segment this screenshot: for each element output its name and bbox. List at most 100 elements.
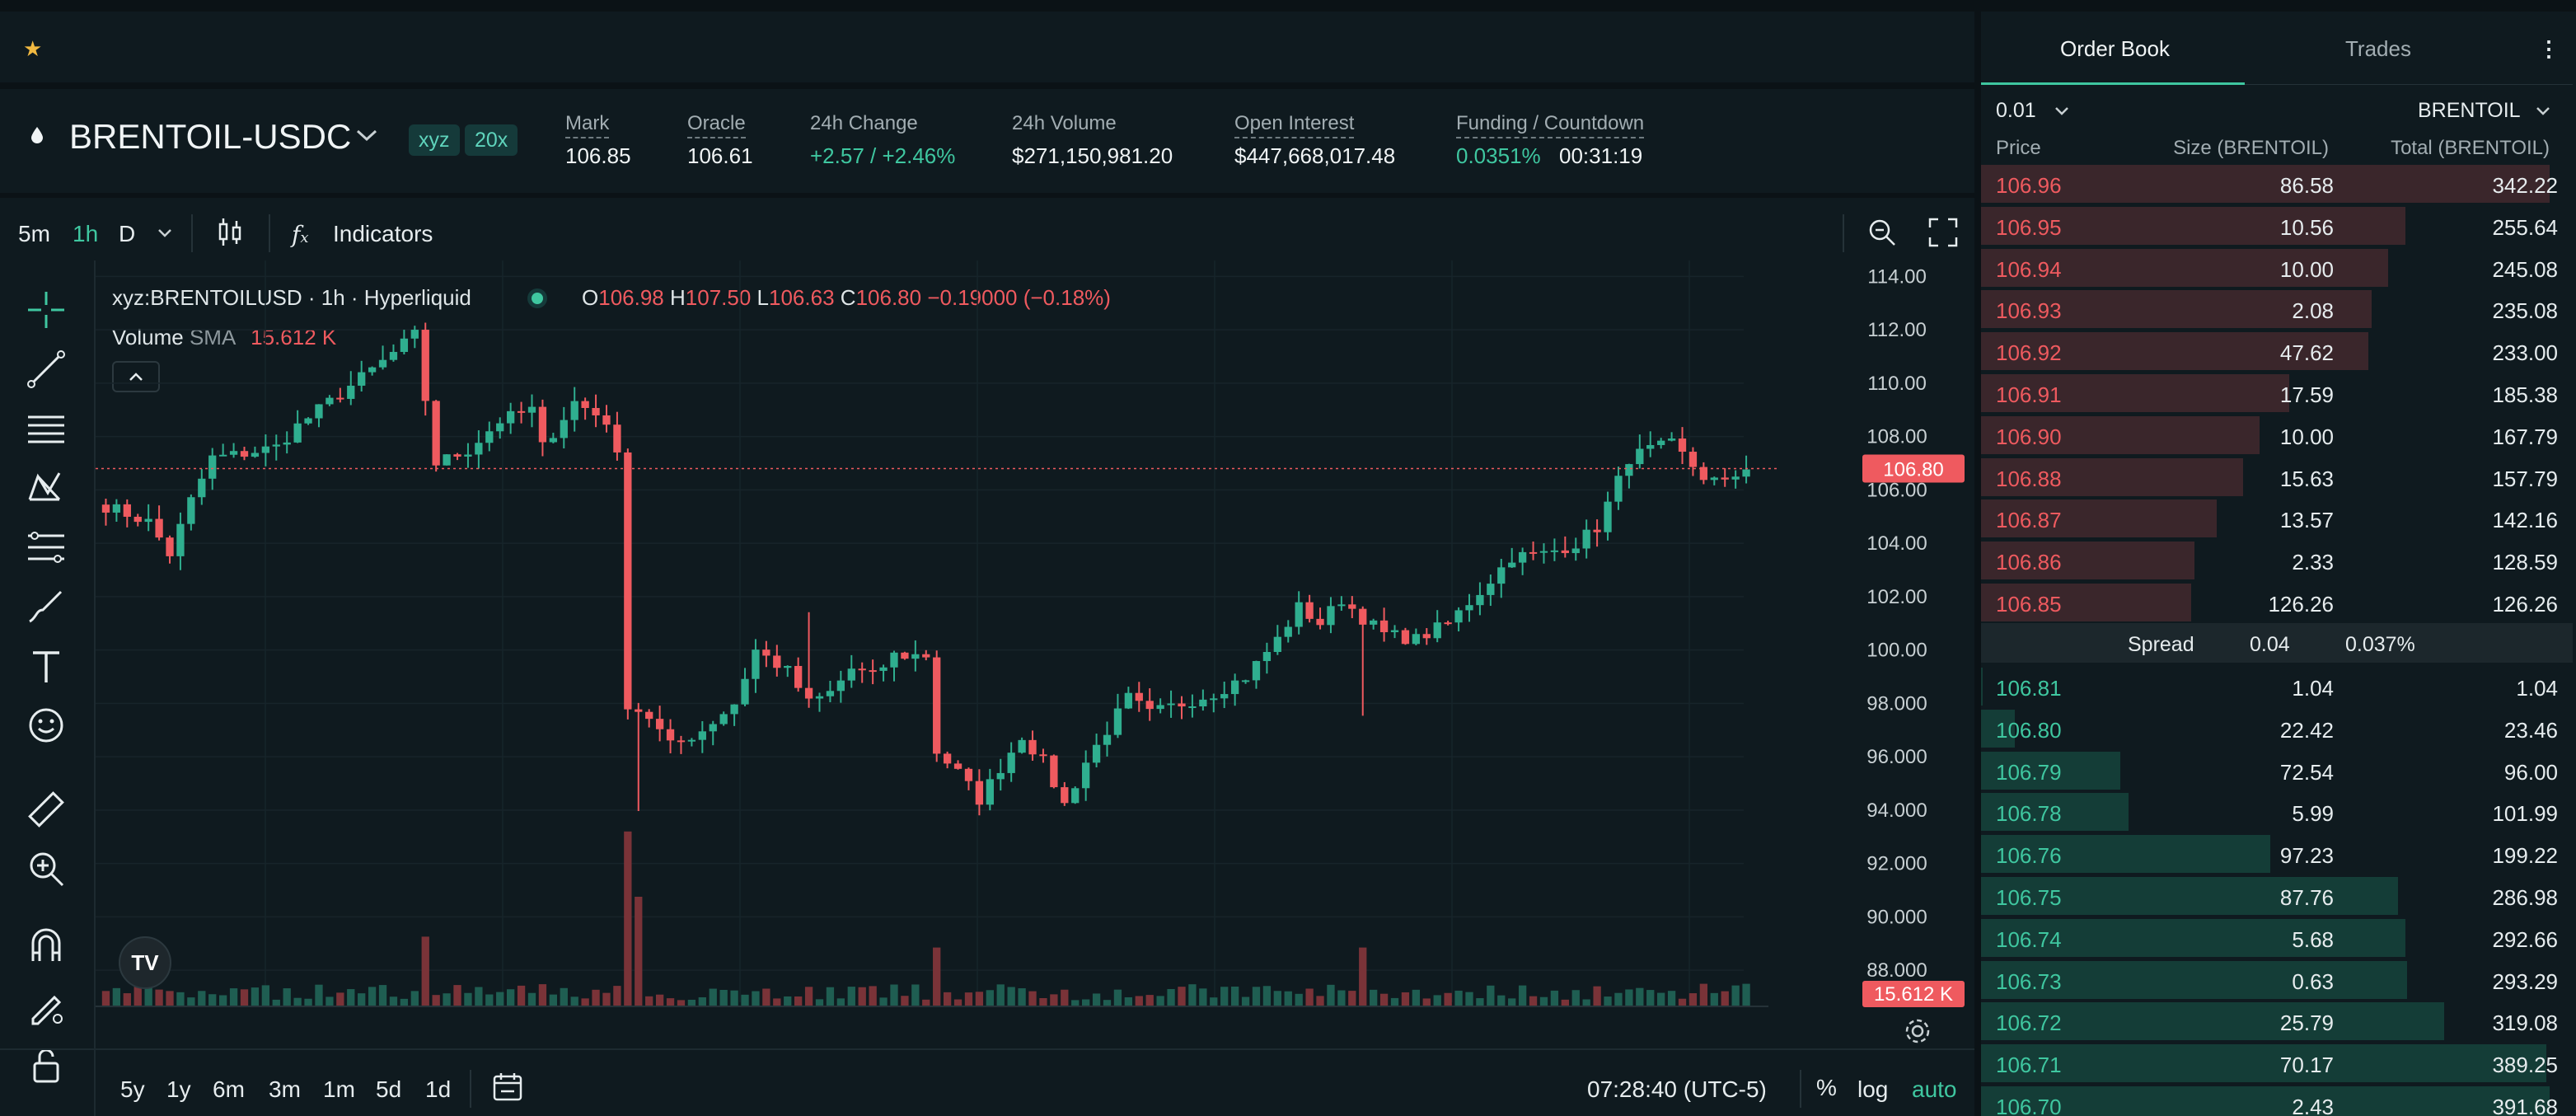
chevron-down-icon[interactable] bbox=[354, 127, 379, 143]
lock-drawing-icon[interactable] bbox=[25, 984, 68, 1027]
tab-order-book[interactable]: Order Book bbox=[2060, 36, 2170, 61]
interval-chevron-icon[interactable] bbox=[157, 227, 173, 239]
tick-chevron-icon[interactable] bbox=[2054, 106, 2070, 117]
asset-chevron-icon[interactable] bbox=[2535, 106, 2551, 117]
volume-bar bbox=[996, 984, 1005, 1006]
volume-bar bbox=[1433, 995, 1441, 1006]
bid-row[interactable]: 106.78 5.99 101.99 bbox=[1981, 791, 2573, 832]
volume-bar bbox=[602, 992, 611, 1006]
range-1d[interactable]: 1d bbox=[425, 1076, 452, 1102]
ask-size: 2.08 bbox=[2292, 298, 2334, 324]
clock[interactable]: 07:28:40 (UTC-5) bbox=[1587, 1076, 1767, 1102]
auto-scale-toggle[interactable]: auto bbox=[1912, 1076, 1957, 1102]
pair-selector[interactable]: BRENTOIL-USDC bbox=[69, 117, 352, 156]
price-axis[interactable]: 114.00 112.00 110.00 108.00 106.00 104.00 102.… bbox=[1866, 265, 1927, 982]
candle-body bbox=[251, 452, 260, 457]
ask-size: 10.00 bbox=[2279, 424, 2334, 449]
interval-1h[interactable]: 1h bbox=[73, 221, 99, 246]
range-1y[interactable]: 1y bbox=[166, 1076, 191, 1102]
candle-body bbox=[666, 729, 675, 741]
bid-row[interactable]: 106.76 97.23 199.22 bbox=[1981, 833, 2573, 875]
volume-bar bbox=[1167, 988, 1175, 1006]
stat-label-mark[interactable]: Mark bbox=[565, 112, 610, 138]
ruler-icon[interactable] bbox=[25, 788, 68, 831]
interval-d[interactable]: D bbox=[119, 221, 136, 246]
volume-bar bbox=[410, 991, 419, 1006]
candle-type-icon[interactable] bbox=[216, 216, 244, 249]
asset-unit-select[interactable]: BRENTOIL bbox=[2418, 99, 2521, 123]
bid-row[interactable]: 106.74 5.68 292.66 bbox=[1981, 917, 2573, 959]
price-chart[interactable]: 114.00 112.00 110.00 108.00 106.00 104.00 102.… bbox=[96, 260, 1974, 1019]
fib-icon[interactable] bbox=[25, 526, 68, 569]
stat-label-oracle[interactable]: Oracle bbox=[687, 112, 746, 138]
last-price-text: 106.80 bbox=[1883, 459, 1943, 481]
tab-trades[interactable]: Trades bbox=[2345, 36, 2411, 61]
ask-row[interactable]: 106.95 10.56 255.64 bbox=[1981, 205, 2573, 246]
zoom-cursor-icon[interactable] bbox=[1866, 216, 1899, 249]
bid-total: 101.99 bbox=[2492, 801, 2558, 827]
volume-bar bbox=[1103, 1000, 1112, 1006]
bid-row[interactable]: 106.79 72.54 96.00 bbox=[1981, 750, 2573, 791]
brush-icon[interactable] bbox=[25, 585, 68, 628]
horizontal-lines-icon[interactable] bbox=[25, 407, 68, 450]
magnet-icon[interactable] bbox=[25, 925, 68, 968]
range-5y[interactable]: 5y bbox=[120, 1076, 145, 1102]
ask-row[interactable]: 106.88 15.63 157.79 bbox=[1981, 457, 2573, 498]
candle-body bbox=[752, 649, 760, 679]
log-scale-toggle[interactable]: log bbox=[1857, 1076, 1889, 1102]
percent-scale-toggle[interactable]: % bbox=[1816, 1075, 1837, 1100]
range-1m[interactable]: 1m bbox=[323, 1076, 355, 1102]
stat-label-funding[interactable]: Funding / Countdown bbox=[1456, 112, 1645, 138]
indicators-button[interactable]: Indicators bbox=[333, 221, 433, 246]
candle-body bbox=[1262, 651, 1272, 662]
candle-body bbox=[890, 652, 898, 668]
range-6m[interactable]: 6m bbox=[213, 1076, 245, 1102]
crosshair-icon[interactable] bbox=[25, 288, 68, 331]
more-menu-icon[interactable]: ⋮ bbox=[2538, 36, 2560, 61]
ask-row[interactable]: 106.93 2.08 235.08 bbox=[1981, 288, 2573, 330]
ask-row[interactable]: 106.92 47.62 233.00 bbox=[1981, 331, 2573, 372]
emoji-icon[interactable] bbox=[25, 704, 68, 747]
bid-row[interactable]: 106.80 22.42 23.46 bbox=[1981, 708, 2573, 749]
volume-bar bbox=[624, 831, 632, 1006]
trend-line-icon[interactable] bbox=[25, 348, 68, 391]
volume-bar bbox=[1145, 995, 1154, 1006]
interval-5m[interactable]: 5m bbox=[18, 221, 50, 246]
tradingview-logo[interactable]: TV bbox=[119, 936, 171, 989]
ask-row[interactable]: 106.96 86.58 342.22 bbox=[1981, 163, 2573, 204]
bid-row[interactable]: 106.75 87.76 286.98 bbox=[1981, 875, 2573, 917]
pattern-icon[interactable] bbox=[25, 467, 68, 509]
candle-body bbox=[283, 442, 291, 445]
bid-row[interactable]: 106.70 2.43 391.68 bbox=[1981, 1085, 2573, 1116]
ask-row[interactable]: 106.86 2.33 128.59 bbox=[1981, 540, 2573, 581]
range-3m[interactable]: 3m bbox=[269, 1076, 301, 1102]
bid-row[interactable]: 106.71 70.17 389.25 bbox=[1981, 1043, 2573, 1084]
ask-row[interactable]: 106.90 10.00 167.79 bbox=[1981, 415, 2573, 456]
ask-row[interactable]: 106.94 10.00 245.08 bbox=[1981, 247, 2573, 288]
tick-size-select[interactable]: 0.01 bbox=[1996, 99, 2036, 123]
candle-body bbox=[1199, 699, 1207, 707]
bid-row[interactable]: 106.72 25.79 319.08 bbox=[1981, 1001, 2573, 1042]
volume-bar bbox=[666, 998, 675, 1006]
ask-row[interactable]: 106.91 17.59 185.38 bbox=[1981, 373, 2573, 414]
date-range-icon[interactable] bbox=[491, 1071, 524, 1103]
settings-gear-icon[interactable] bbox=[1904, 1017, 1932, 1045]
bid-price: 106.76 bbox=[1996, 843, 2062, 869]
ask-price: 106.95 bbox=[1996, 214, 2062, 240]
ask-row[interactable]: 106.87 13.57 142.16 bbox=[1981, 498, 2573, 539]
collapse-legend-button[interactable] bbox=[112, 361, 160, 392]
text-icon[interactable] bbox=[25, 645, 68, 687]
fx-icon[interactable]: fx bbox=[292, 221, 309, 248]
range-5d[interactable]: 5d bbox=[376, 1076, 402, 1102]
bid-size: 72.54 bbox=[2279, 759, 2334, 785]
volume-bar bbox=[879, 997, 888, 1006]
candle-body bbox=[687, 739, 696, 742]
bid-row[interactable]: 106.73 0.63 293.29 bbox=[1981, 959, 2573, 1001]
zoom-in-icon[interactable] bbox=[25, 847, 68, 890]
bid-row[interactable]: 106.81 1.04 1.04 bbox=[1981, 666, 2573, 707]
star-icon[interactable]: ★ bbox=[23, 36, 43, 61]
stat-label-open-interest[interactable]: Open Interest bbox=[1234, 112, 1355, 138]
unlock-icon[interactable] bbox=[25, 1043, 68, 1086]
fullscreen-icon[interactable] bbox=[1928, 218, 1958, 247]
ask-row[interactable]: 106.85 126.26 126.26 bbox=[1981, 582, 2573, 623]
